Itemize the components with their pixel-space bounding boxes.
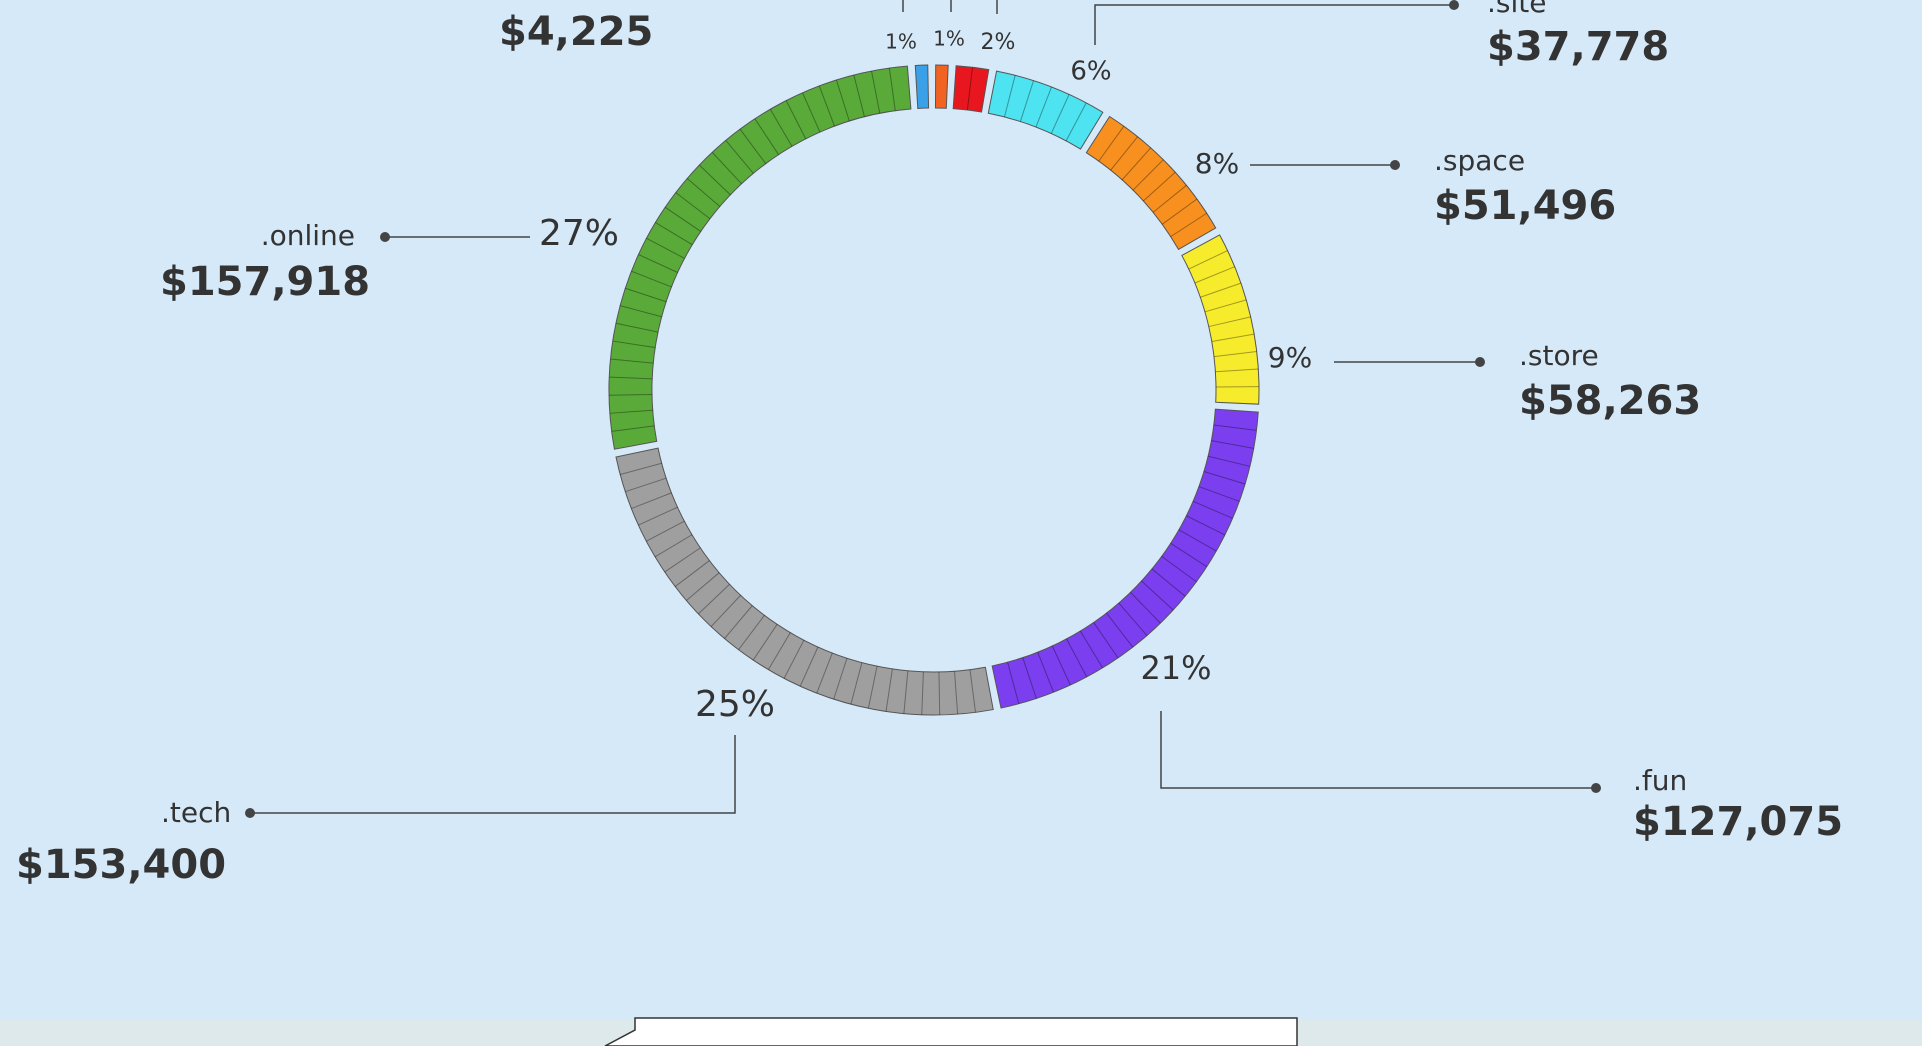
leader-dot: [1390, 160, 1400, 170]
leader-dot: [1475, 357, 1485, 367]
donut-segment: [953, 66, 989, 112]
amount-label: $127,075: [1633, 799, 1843, 845]
amount-label: $37,778: [1487, 24, 1669, 70]
percent-label: 21%: [1140, 649, 1211, 687]
amount-label: $51,496: [1434, 183, 1616, 229]
donut-segment: [1086, 117, 1215, 250]
percent-label: 25%: [695, 684, 775, 725]
donut-segment: [616, 448, 993, 715]
amount-label: $153,400: [16, 842, 226, 888]
donut-segment: [935, 65, 948, 108]
percent-label: 1%: [933, 27, 965, 51]
percent-label: 9%: [1268, 341, 1312, 374]
segment-stripe: [609, 395, 652, 396]
percent-label: 27%: [539, 213, 619, 254]
donut-segment: [915, 65, 928, 108]
donut-segment: [609, 66, 911, 449]
domain-label: .site: [1487, 0, 1546, 19]
leader-dot: [1591, 783, 1601, 793]
amount-label: $157,918: [160, 259, 370, 305]
domain-label: .tech: [161, 796, 231, 829]
domain-label: .store: [1519, 339, 1599, 372]
domain-label: .space: [1434, 144, 1525, 177]
percent-label: 8%: [1195, 147, 1239, 180]
leader-dot: [380, 232, 390, 242]
leader-line: [250, 735, 735, 813]
domain-label: .fun: [1633, 764, 1687, 797]
infographic: 1% $4,225 1% 2% 6% .site $37,778 8% .space $51,49…: [0, 0, 1922, 1046]
amount-label: $58,263: [1519, 378, 1701, 424]
leader-line: [1161, 711, 1596, 788]
donut-segment: [992, 409, 1258, 708]
percent-label: 6%: [1070, 57, 1111, 87]
donut-segment: [1182, 235, 1259, 404]
leader-dot: [1449, 0, 1459, 10]
domain-label: .online: [261, 219, 355, 252]
page: 1% $4,225 1% 2% 6% .site $37,778 8% .space $51,49…: [0, 0, 1922, 1046]
footer-box: [605, 1018, 1297, 1046]
leader-line: [1095, 5, 1454, 45]
amount-label: $4,225: [499, 9, 653, 55]
percent-label: 1%: [885, 30, 917, 54]
percent-label: 2%: [981, 30, 1016, 55]
leader-dot: [245, 808, 255, 818]
